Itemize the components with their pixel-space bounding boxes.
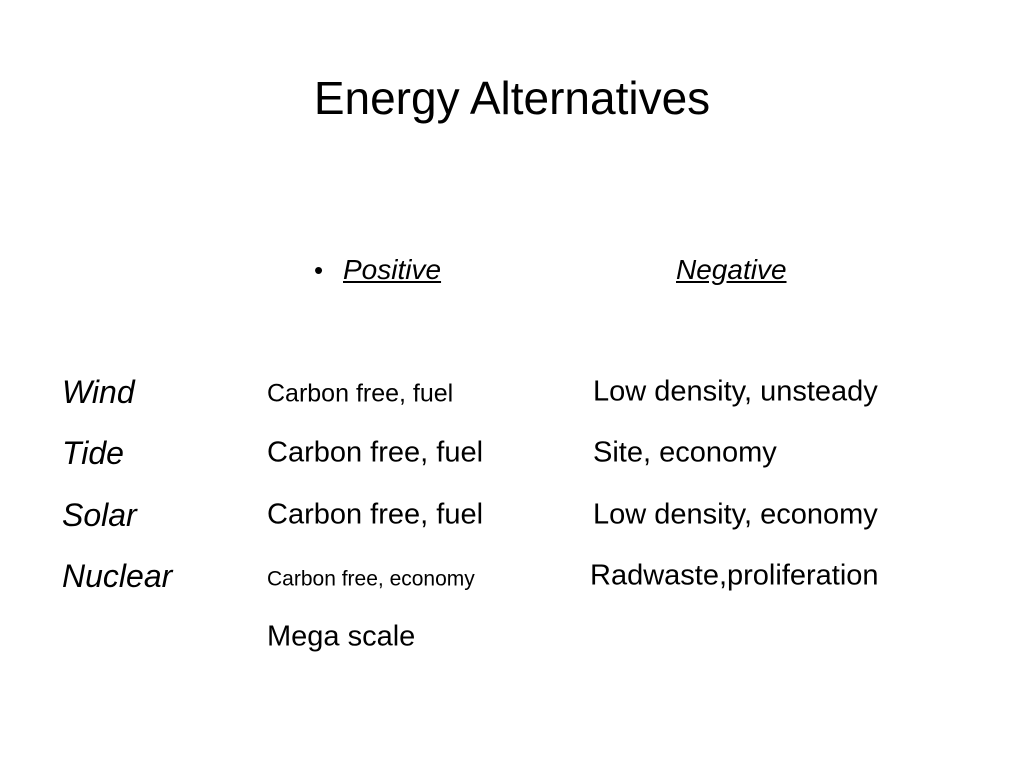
row-positive: Carbon free, economy (267, 567, 475, 591)
row-negative: Low density, economy (593, 498, 878, 531)
row-negative: Low density, unsteady (593, 375, 878, 408)
row-positive: Carbon free, fuel (267, 498, 484, 531)
bullet: • (314, 255, 324, 285)
row-positive: Carbon free, fuel (267, 436, 484, 469)
extra-positive: Mega scale (267, 620, 416, 653)
row-negative: Radwaste,proliferation (590, 559, 879, 592)
row-label: Nuclear (62, 558, 173, 594)
row-label: Wind (62, 374, 135, 410)
row-positive: Carbon free, fuel (267, 379, 454, 408)
row-label: Tide (62, 435, 124, 471)
row-label: Solar (62, 497, 137, 533)
header-negative: Negative (676, 254, 787, 285)
header-positive: Positive (343, 254, 442, 285)
slide-title: Energy Alternatives (313, 72, 711, 124)
row-negative: Site, economy (593, 436, 777, 469)
